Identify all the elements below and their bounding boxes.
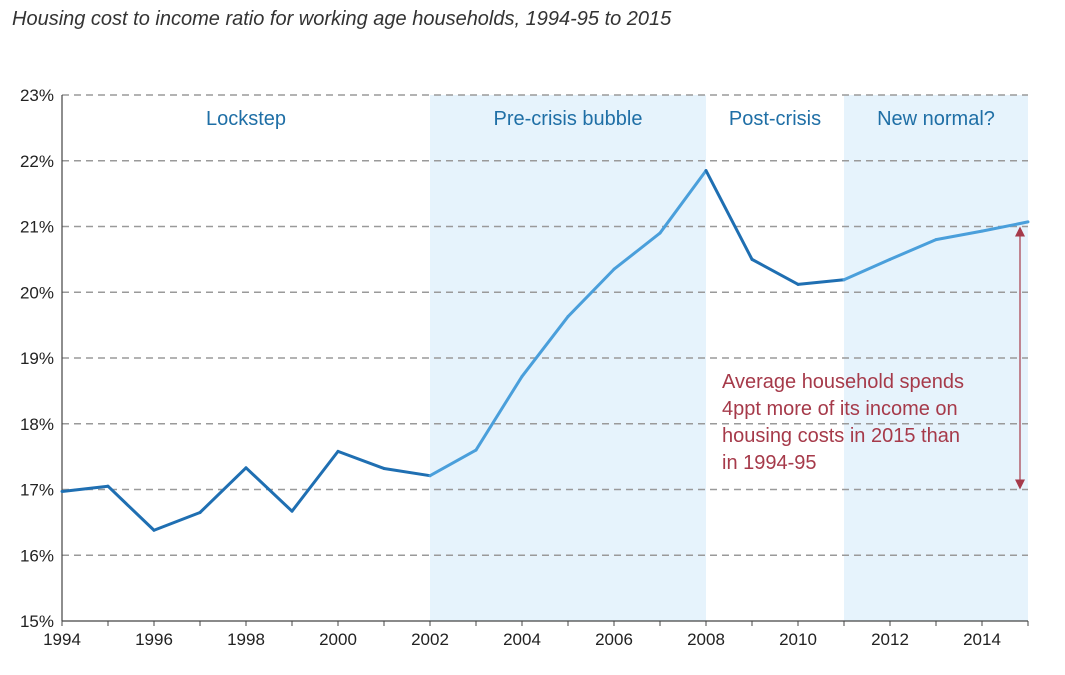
- x-tick-label: 2014: [963, 630, 1001, 649]
- x-tick-label: 1994: [43, 630, 81, 649]
- annotation-text-line: 4ppt more of its income on: [722, 398, 958, 420]
- x-tick-label: 2002: [411, 630, 449, 649]
- y-tick-label: 16%: [20, 546, 54, 565]
- series-segment: [704, 169, 754, 261]
- series-segment: [198, 466, 248, 515]
- y-tick-label: 17%: [20, 481, 54, 500]
- series-segment: [750, 257, 800, 286]
- series-segment: [888, 238, 938, 261]
- region-label: Pre-crisis bubble: [494, 108, 643, 130]
- chart-title: Housing cost to income ratio for working…: [12, 8, 672, 30]
- series-segment: [796, 278, 846, 286]
- x-tick-label: 2000: [319, 630, 357, 649]
- series-segment: [612, 231, 662, 271]
- series-segment: [152, 511, 202, 532]
- series-segment: [106, 484, 156, 532]
- annotation: Average household spends 4ppt more of its…: [722, 226, 1025, 490]
- series-segment: [566, 267, 616, 319]
- series-segment: [520, 315, 570, 378]
- region-label: New normal?: [877, 108, 995, 130]
- series-segment: [842, 257, 892, 282]
- gridlines: [62, 94, 1028, 556]
- series-segment: [428, 448, 478, 478]
- y-tick-label: 23%: [20, 86, 54, 105]
- x-tick-label: 1996: [135, 630, 173, 649]
- annotation-arrowhead-bottom: [1015, 479, 1025, 490]
- y-tick-label: 19%: [20, 349, 54, 368]
- series-segment: [60, 484, 110, 493]
- annotation-text-line: housing costs in 2015 than: [722, 425, 960, 447]
- x-tick-label: 2010: [779, 630, 817, 649]
- series-segment: [382, 466, 432, 478]
- x-tick-label: 2004: [503, 630, 541, 649]
- y-tick-label: 18%: [20, 415, 54, 434]
- region-shade: [844, 95, 1028, 621]
- series: [60, 169, 1030, 532]
- series-segment: [658, 169, 708, 235]
- region-label: Post-crisis: [729, 108, 821, 130]
- region-label: Lockstep: [206, 108, 286, 130]
- annotation-text-line: in 1994-95: [722, 452, 817, 474]
- y-tick-label: 21%: [20, 218, 54, 237]
- axes: 15% 16% 17% 18% 19% 20% 21% 22% 23% 1994 1996 1998 2…: [20, 86, 1029, 649]
- x-tick-label: 1998: [227, 630, 265, 649]
- series-segment: [934, 229, 984, 242]
- y-tick-label: 22%: [20, 152, 54, 171]
- region-labels: Lockstep Pre-crisis bubble Post-crisis New …: [206, 108, 995, 130]
- x-tick-label: 2008: [687, 630, 725, 649]
- series-segment: [474, 374, 524, 452]
- x-tick-label: 2012: [871, 630, 909, 649]
- x-tick-label: 2006: [595, 630, 633, 649]
- series-segment: [336, 449, 386, 470]
- series-segment: [980, 220, 1030, 233]
- annotation-arrowhead-top: [1015, 226, 1025, 237]
- series-segment: [290, 449, 340, 513]
- series-segment: [244, 466, 294, 513]
- y-tick-label: 20%: [20, 283, 54, 302]
- annotation-text-line: Average household spends: [722, 371, 964, 393]
- y-tick-label: 15%: [20, 612, 54, 631]
